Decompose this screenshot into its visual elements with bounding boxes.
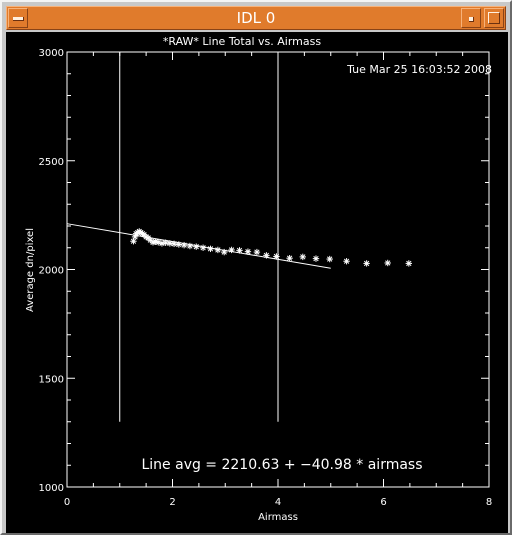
y-tick-label: 3000 xyxy=(39,48,64,59)
data-point xyxy=(166,240,174,247)
data-point xyxy=(147,236,154,244)
chart-title: *RAW* Line Total vs. Airmass xyxy=(163,35,321,48)
data-point xyxy=(175,241,183,248)
x-tick-label: 0 xyxy=(64,497,70,508)
data-point-stroke xyxy=(327,256,333,262)
data-point xyxy=(253,248,261,256)
data-point xyxy=(286,254,293,262)
fit-line xyxy=(66,223,331,269)
data-point-stroke xyxy=(171,241,177,247)
chart-marks xyxy=(66,52,413,422)
data-point-stroke xyxy=(343,258,350,264)
data-point xyxy=(312,255,320,262)
data-point xyxy=(405,260,413,267)
maximize-icon[interactable] xyxy=(484,8,504,28)
window-title: IDL 0 xyxy=(236,9,276,27)
data-point-stroke xyxy=(193,244,199,250)
data-point-stroke xyxy=(200,245,206,251)
data-point-stroke xyxy=(286,255,293,261)
data-point-stroke xyxy=(207,246,214,252)
data-point xyxy=(186,242,194,250)
chart-svg: 0 2 4 6 8 1000 1500 2000 2500 3000 *RAW* Line Tot… xyxy=(25,35,493,523)
data-point-stroke xyxy=(236,247,243,254)
data-point xyxy=(299,253,306,261)
data-point-stroke xyxy=(385,260,391,266)
y-tick-label: 2000 xyxy=(39,266,64,277)
data-point xyxy=(236,247,243,254)
plot-canvas: 0 2 4 6 8 1000 1500 2000 2500 3000 *RAW* Line Tot… xyxy=(6,32,508,533)
data-point-stroke xyxy=(363,260,370,267)
data-point-stroke xyxy=(228,247,235,253)
data-point xyxy=(244,248,252,255)
data-point xyxy=(180,241,188,249)
x-tick-label: 4 xyxy=(275,497,281,508)
data-point xyxy=(263,252,270,259)
plot-timestamp: Tue Mar 25 16:03:52 2008 xyxy=(346,63,492,76)
y-tick-label: 2500 xyxy=(39,157,64,168)
data-point-stroke xyxy=(406,260,412,267)
data-point-stroke xyxy=(162,240,169,246)
minimize-icon[interactable] xyxy=(461,8,481,28)
title-bar[interactable]: IDL 0 xyxy=(6,6,506,30)
data-point xyxy=(162,239,169,246)
data-point xyxy=(384,259,391,267)
x-tick-label: 6 xyxy=(380,497,386,508)
data-point xyxy=(214,246,222,254)
data-point xyxy=(343,258,350,265)
data-point xyxy=(326,255,333,263)
data-point-stroke xyxy=(300,254,306,260)
data-point xyxy=(273,253,280,260)
data-point xyxy=(228,246,235,254)
maximize-box xyxy=(488,12,500,24)
window-menu-bar xyxy=(13,17,24,21)
data-point-stroke xyxy=(159,240,165,247)
data-point-stroke xyxy=(181,242,187,248)
data-point-stroke xyxy=(254,249,260,255)
x-tick-label: 8 xyxy=(486,497,492,508)
x-tick-label: 2 xyxy=(169,497,175,508)
data-point xyxy=(170,240,178,248)
data-point-stroke xyxy=(152,239,159,245)
data-point-stroke xyxy=(187,243,193,249)
data-point-stroke xyxy=(143,234,149,240)
data-point xyxy=(220,248,228,256)
data-point-stroke xyxy=(155,239,161,245)
y-tick-label: 1000 xyxy=(39,483,64,494)
data-point xyxy=(363,260,370,267)
minimize-dot xyxy=(469,17,474,22)
data-point-stroke xyxy=(313,255,319,262)
data-point-stroke xyxy=(147,237,154,243)
data-point-stroke xyxy=(215,247,221,253)
data-point-stroke xyxy=(221,249,227,255)
y-tick-label: 1500 xyxy=(39,374,64,385)
data-point xyxy=(199,244,207,251)
data-point-stroke xyxy=(263,252,270,259)
x-axis-label: Airmass xyxy=(258,512,298,523)
data-point-stroke xyxy=(273,253,280,260)
data-point xyxy=(193,243,200,250)
data-point-stroke xyxy=(245,249,251,255)
window-menu-icon[interactable] xyxy=(8,8,28,28)
data-point xyxy=(207,245,214,253)
data-point-stroke xyxy=(167,240,173,247)
fit-equation-annotation: Line avg = 2210.63 + −40.98 * airmass xyxy=(141,457,422,473)
y-axis-label: Average dn/pixel xyxy=(25,228,36,312)
data-point-stroke xyxy=(176,241,182,248)
chart-axes: 0 2 4 6 8 1000 1500 2000 2500 3000 xyxy=(39,48,493,508)
